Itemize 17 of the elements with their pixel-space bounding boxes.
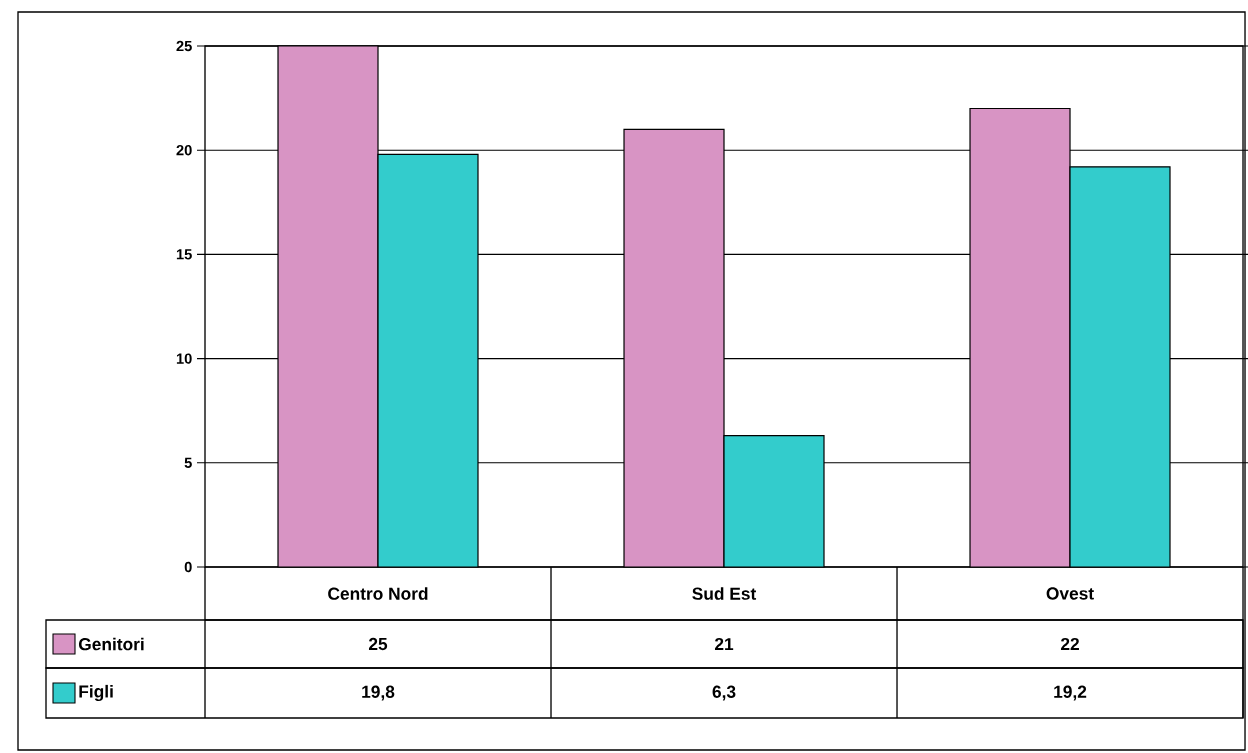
x-tick-label: Sud Est [692, 587, 757, 600]
y-tick-label: 0 [184, 561, 192, 573]
x-tick-label: Centro Nord [328, 587, 428, 600]
data-label: 6,3 [712, 685, 736, 701]
y-tick-label: 5 [184, 457, 192, 468]
y-tick-label: 20 [176, 145, 192, 156]
data-label: 19,2 [1054, 685, 1087, 701]
legend-label: Figli [79, 684, 113, 702]
data-label: 21 [714, 637, 734, 651]
y-tick-label: 10 [176, 353, 192, 364]
x-tick-label: Ovest [1046, 587, 1094, 600]
legend-label: Genitori [78, 637, 144, 651]
data-label: 25 [368, 637, 388, 651]
data-label: 22 [1060, 637, 1079, 651]
y-tick-label: 15 [176, 249, 192, 260]
data-label: 19,8 [362, 685, 395, 701]
y-tick-label: 25 [176, 40, 192, 52]
